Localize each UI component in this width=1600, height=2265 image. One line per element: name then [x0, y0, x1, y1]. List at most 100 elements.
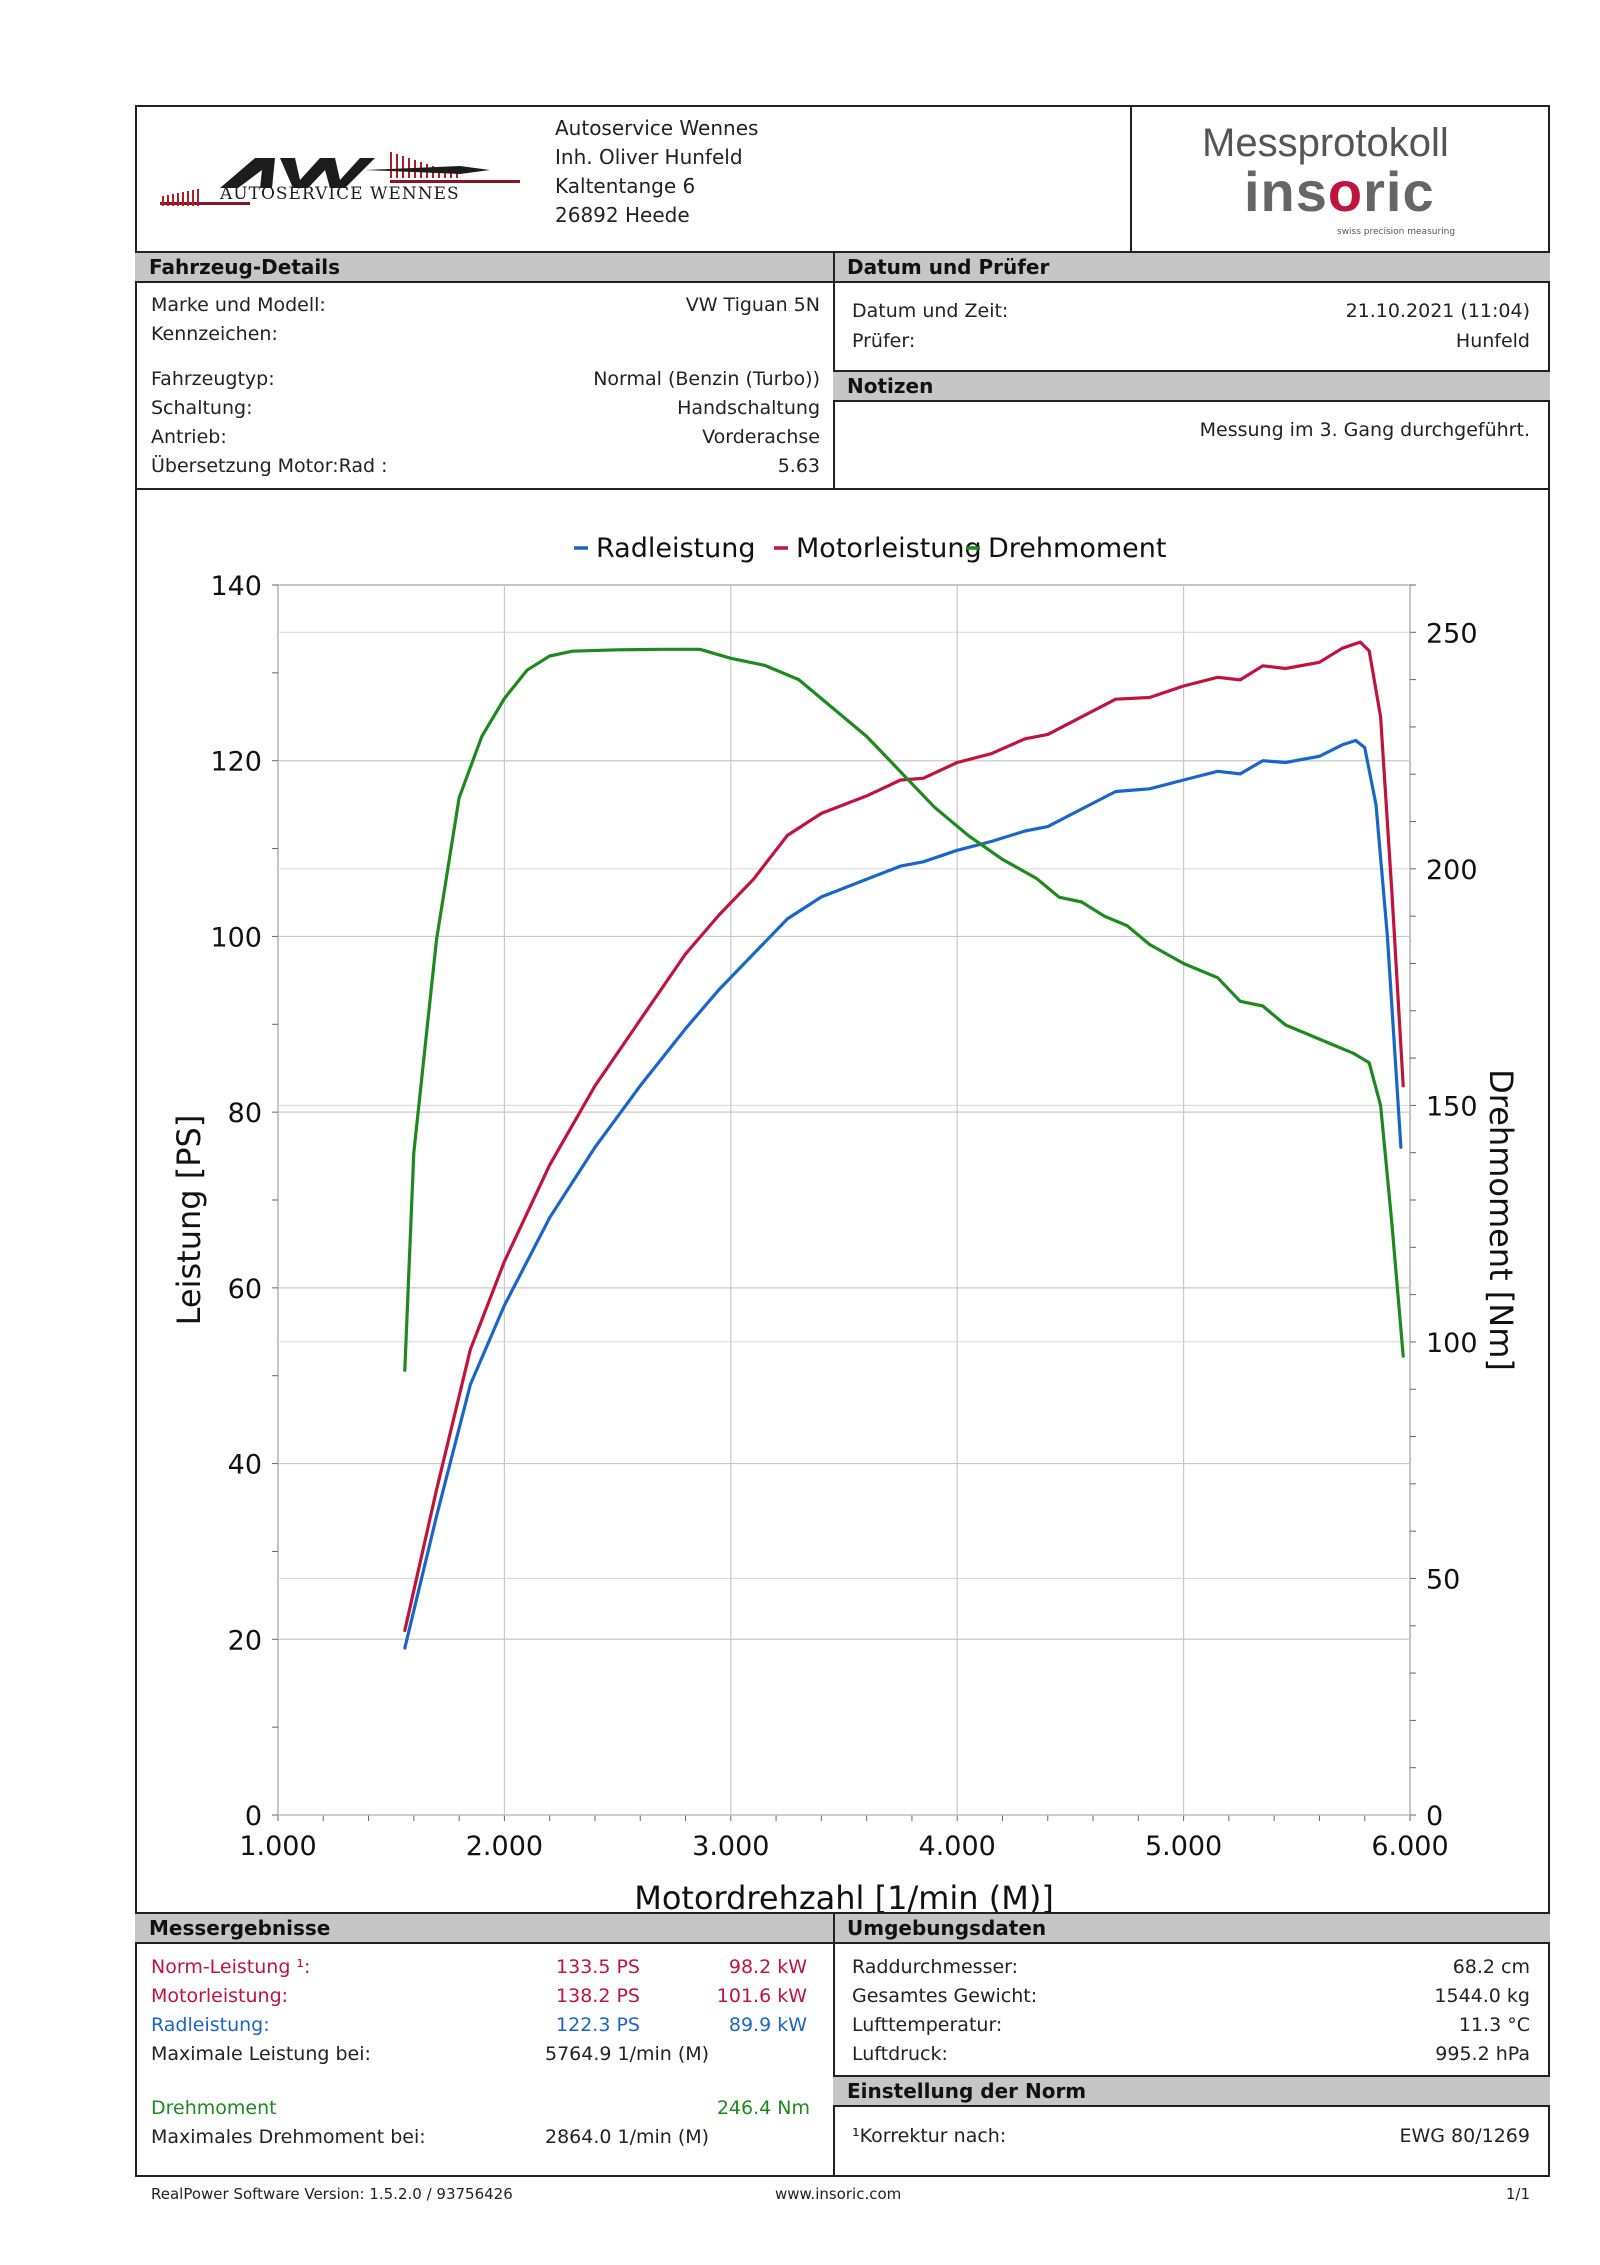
plot-area: [277, 584, 1411, 1816]
brand-name: insoric: [1244, 159, 1435, 224]
date-tester-header: Datum und Prüfer: [833, 251, 1550, 283]
date-label: Datum und Zeit:: [852, 300, 1009, 322]
x-tick-label: 3.000: [692, 1831, 769, 1862]
y-left-tick-label: 140: [210, 571, 262, 602]
engine-power-label: Motorleistung:: [151, 1985, 289, 2007]
software-version: RealPower Software Version: 1.5.2.0 / 93…: [151, 2185, 513, 2203]
y-left-tick-label: 60: [228, 1274, 262, 1305]
norm-correction-value: EWG 80/1269: [1399, 2125, 1531, 2147]
legend-label: Radleistung: [596, 533, 755, 564]
wheel-power-ps: 122.3 PS: [556, 2014, 640, 2036]
norm-power-kw: 98.2 kW: [728, 1956, 807, 1978]
y-left-axis-title: Leistung [PS]: [170, 1115, 208, 1326]
address-line: Kaltentange 6: [555, 174, 696, 198]
vehicle-label-gearbox: Schaltung:: [151, 397, 253, 419]
logo-swoosh: [160, 180, 520, 205]
tester-value: Hunfeld: [1455, 330, 1530, 352]
legend-label: Motorleistung: [796, 533, 982, 564]
y-right-tick-label: 200: [1426, 855, 1478, 886]
report-frame: [135, 105, 1550, 2177]
torque-label: Drehmoment: [151, 2097, 277, 2119]
tester-label: Prüfer:: [852, 330, 916, 352]
y-left-tick-label: 120: [210, 747, 262, 778]
y-right-tick-label: 50: [1426, 1564, 1460, 1595]
notes-header: Notizen: [833, 370, 1550, 402]
website-link[interactable]: www.insoric.com: [775, 2185, 902, 2203]
brand-name-part: ins: [1244, 160, 1328, 223]
brand-block: Messprotokoll insoric swiss precision me…: [1132, 107, 1548, 253]
x-axis-title: Motordrehzahl [1/min (M)]: [634, 1879, 1054, 1912]
y-right-axis-title: Drehmoment [Nm]: [1482, 1069, 1520, 1371]
wheel-diameter-label: Raddurchmesser:: [852, 1956, 1019, 1978]
vehicle-value-type: Normal (Benzin (Turbo)): [593, 368, 820, 390]
vehicle-label-model: Marke und Modell:: [151, 294, 326, 316]
air-pressure-label: Luftdruck:: [852, 2043, 948, 2065]
max-torque-rpm-label: Maximales Drehmoment bei:: [151, 2126, 426, 2148]
vehicle-value-drive: Vorderachse: [702, 426, 820, 448]
page-number: 1/1: [1505, 2185, 1530, 2203]
vehicle-label-plate: Kennzeichen:: [151, 323, 278, 345]
x-tick-label: 1.000: [239, 1831, 316, 1862]
details-divider: [833, 251, 835, 488]
total-weight-value: 1544.0 kg: [1434, 1985, 1530, 2007]
series-line-motorleistung: [403, 640, 1405, 1633]
norm-power-ps: 133.5 PS: [556, 1956, 640, 1978]
vehicle-value-gearbox: Handschaltung: [677, 397, 820, 419]
y-right-tick-label: 150: [1426, 1091, 1478, 1122]
results-divider: [833, 1912, 835, 2177]
notes-text: Messung im 3. Gang durchgeführt.: [1199, 419, 1530, 441]
torque-value: 246.4 Nm: [716, 2097, 810, 2119]
vehicle-label-type: Fahrzeugtyp:: [151, 368, 275, 390]
y-left-tick-label: 20: [228, 1625, 262, 1656]
y-left-tick-label: 100: [210, 922, 262, 953]
max-power-rpm-label: Maximale Leistung bei:: [151, 2043, 371, 2065]
x-tick-label: 5.000: [1145, 1831, 1222, 1862]
x-tick-label: 4.000: [919, 1831, 996, 1862]
company-logo: AUTOSERVICE WENNES: [160, 140, 520, 220]
norm-setting-header: Einstellung der Norm: [833, 2075, 1550, 2107]
wheel-diameter-value: 68.2 cm: [1452, 1956, 1530, 1978]
vehicle-label-ratio: Übersetzung Motor:Rad :: [151, 455, 388, 477]
results-header: Messergebnisse: [135, 1912, 835, 1944]
company-address: Autoservice Wennes Inh. Oliver Hunfeld K…: [555, 114, 758, 230]
address-line: 26892 Heede: [555, 203, 690, 227]
logo-aw: [220, 158, 490, 188]
wheel-power-kw: 89.9 kW: [728, 2014, 807, 2036]
x-tick-label: 2.000: [466, 1831, 543, 1862]
series-line-drehmoment: [403, 647, 1405, 1372]
brand-name-o: o: [1327, 160, 1364, 223]
engine-power-ps: 138.2 PS: [556, 1985, 640, 2007]
air-temp-value: 11.3 °C: [1458, 2014, 1530, 2036]
dyno-chart: 1.000 2.000 3.000 4.000 5.000 6.0000204060801…: [170, 533, 1520, 1912]
vehicle-value-ratio: 5.63: [777, 455, 820, 477]
vehicle-label-drive: Antrieb:: [151, 426, 227, 448]
brand-title: Messprotokoll: [1202, 121, 1449, 165]
vehicle-details-header: Fahrzeug-Details: [135, 251, 835, 283]
brand-name-part: ric: [1363, 160, 1435, 223]
series-line-radleistung: [403, 738, 1403, 1650]
air-temp-label: Lufttemperatur:: [852, 2014, 1003, 2036]
y-left-tick-label: 80: [228, 1098, 262, 1129]
y-right-tick-label: 250: [1426, 618, 1478, 649]
legend-label: Drehmoment: [988, 533, 1166, 564]
x-tick-label: 6.000: [1371, 1831, 1448, 1862]
y-right-tick-label: 100: [1426, 1328, 1478, 1359]
wheel-power-label: Radleistung:: [151, 2014, 270, 2036]
engine-power-kw: 101.6 kW: [716, 1985, 807, 2007]
y-left-tick-label: 0: [245, 1801, 262, 1832]
logo-text: AUTOSERVICE WENNES: [220, 184, 460, 204]
brand-tagline: swiss precision measuring: [1337, 227, 1456, 237]
y-left-tick-label: 40: [228, 1450, 262, 1481]
total-weight-label: Gesamtes Gewicht:: [852, 1985, 1038, 2007]
air-pressure-value: 995.2 hPa: [1435, 2043, 1530, 2065]
environment-header: Umgebungsdaten: [833, 1912, 1550, 1944]
y-right-tick-label: 0: [1426, 1801, 1443, 1832]
norm-power-label: Norm-Leistung ¹:: [151, 1956, 311, 1978]
address-line: Autoservice Wennes: [555, 116, 759, 140]
date-value: 21.10.2021 (11:04): [1345, 300, 1530, 322]
address-line: Inh. Oliver Hunfeld: [555, 145, 743, 169]
max-torque-rpm-value: 2864.0 1/min (M): [545, 2126, 710, 2148]
header-divider: [1130, 105, 1132, 253]
details-bottom-line: [135, 488, 1550, 490]
max-power-rpm-value: 5764.9 1/min (M): [545, 2043, 710, 2065]
